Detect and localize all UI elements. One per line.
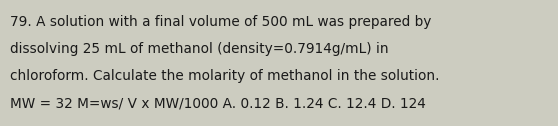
Text: 79. A solution with a final volume of 500 mL was prepared by: 79. A solution with a final volume of 50… [10,15,431,29]
Text: chloroform. Calculate the molarity of methanol in the solution.: chloroform. Calculate the molarity of me… [10,69,440,83]
Text: MW = 32 M=ws/ V x MW/1000 A. 0.12 B. 1.24 C. 12.4 D. 124: MW = 32 M=ws/ V x MW/1000 A. 0.12 B. 1.2… [10,96,426,110]
Text: dissolving 25 mL of methanol (density=0.7914g/mL) in: dissolving 25 mL of methanol (density=0.… [10,42,389,56]
